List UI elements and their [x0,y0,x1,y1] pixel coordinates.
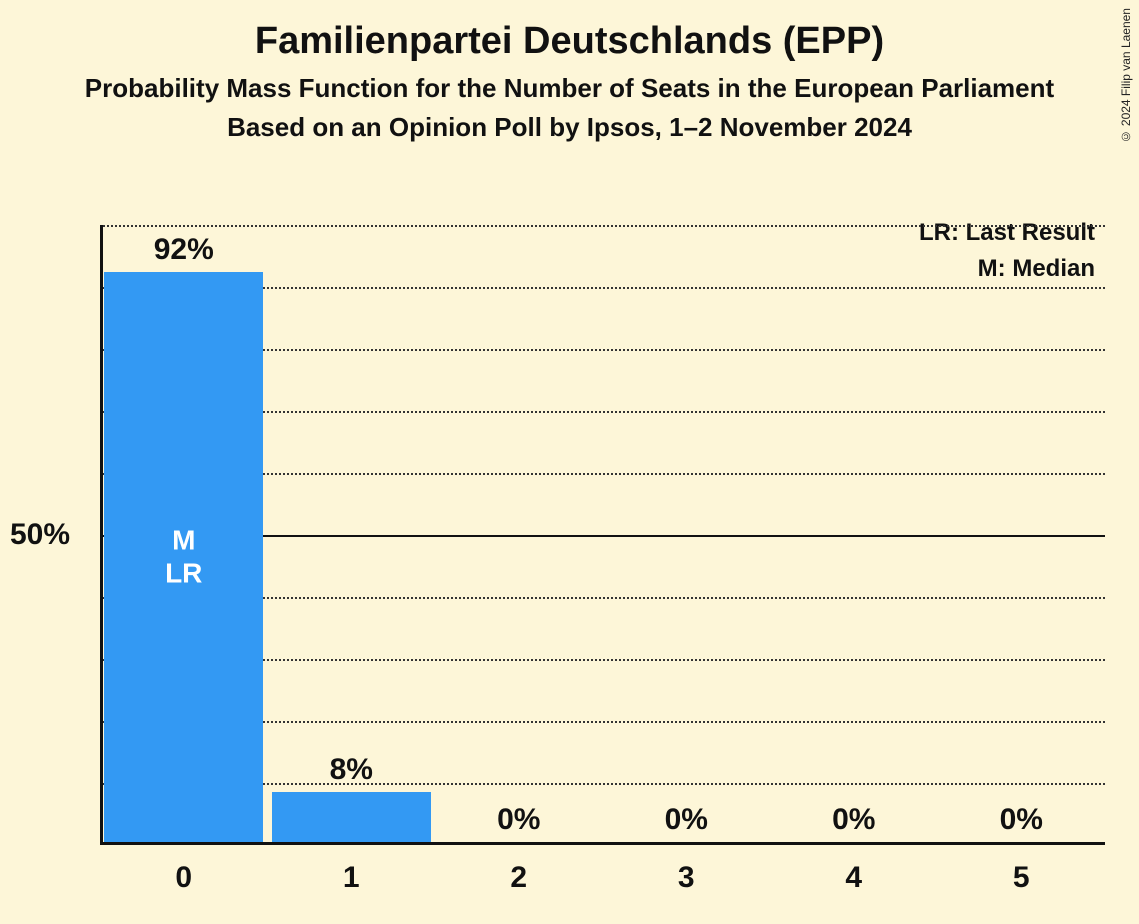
x-tick-label: 2 [510,861,527,895]
title-block: Familienpartei Deutschlands (EPP) Probab… [0,0,1139,143]
chart-plot-area: LR: Last Result M: Median 50%M LR92%08%1… [100,225,1105,845]
bar: M LR [104,272,263,842]
bar [272,792,431,842]
x-tick-label: 3 [678,861,695,895]
bar-value-label: 0% [497,803,540,837]
x-tick-label: 0 [175,861,192,895]
copyright-text: © 2024 Filip van Laenen [1119,8,1133,143]
bar-value-label: 8% [330,753,373,787]
bar-inner-label: M LR [104,523,263,590]
x-tick-label: 1 [343,861,360,895]
y-tick-label: 50% [10,518,90,552]
x-tick-label: 5 [1013,861,1030,895]
bar-value-label: 0% [1000,803,1043,837]
chart-subtitle-2: Based on an Opinion Poll by Ipsos, 1–2 N… [0,112,1139,143]
chart-subtitle-1: Probability Mass Function for the Number… [0,73,1139,104]
x-axis [100,842,1105,845]
bar-value-label: 0% [665,803,708,837]
bar-value-label: 0% [832,803,875,837]
gridline [103,225,1105,227]
legend-m: M: Median [919,251,1095,287]
legend-lr: LR: Last Result [919,215,1095,251]
x-tick-label: 4 [845,861,862,895]
chart-title: Familienpartei Deutschlands (EPP) [0,20,1139,63]
bar-value-label: 92% [154,233,214,267]
